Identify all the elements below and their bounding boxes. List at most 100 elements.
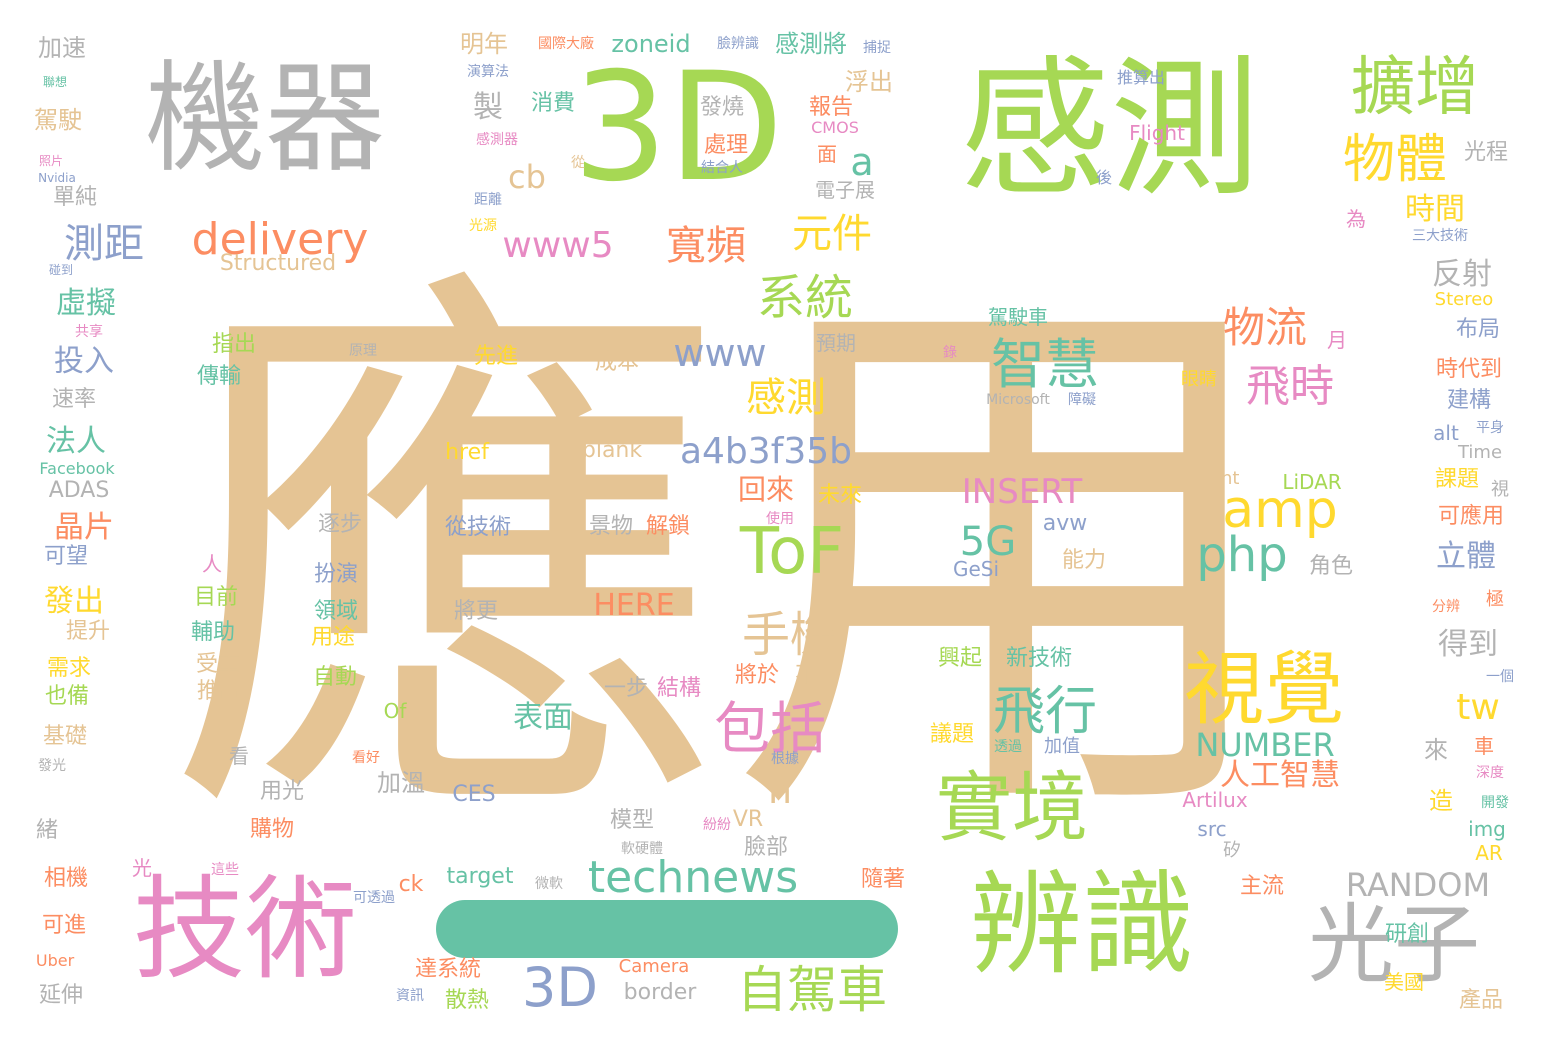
cloud-word: 後 bbox=[1095, 168, 1113, 187]
cloud-word: 晶片 bbox=[54, 510, 114, 545]
cloud-word: 看 bbox=[229, 744, 249, 768]
cloud-word: Time bbox=[1457, 442, 1503, 463]
cloud-word: Light bbox=[1194, 468, 1240, 489]
cloud-word: 透過 bbox=[994, 739, 1022, 755]
cloud-word: a4b3f35b bbox=[679, 431, 853, 472]
cloud-word: 3D bbox=[572, 41, 784, 215]
cloud-word: 加溫 bbox=[377, 769, 425, 797]
cloud-word: 可望 bbox=[43, 544, 89, 569]
cloud-word: 將更 bbox=[453, 599, 499, 624]
cloud-word: 單純 bbox=[52, 185, 98, 210]
cloud-word: 物流 bbox=[1222, 303, 1308, 352]
cloud-word: 一個 bbox=[1486, 669, 1514, 685]
cloud-word: 寬頻 bbox=[666, 223, 746, 269]
cloud-word: 手機 bbox=[741, 607, 839, 663]
cloud-word: 投入 bbox=[54, 344, 114, 379]
cloud-word: img bbox=[1468, 817, 1506, 841]
cloud-word: 飛時 bbox=[1246, 361, 1334, 412]
cloud-word: 微軟 bbox=[535, 876, 563, 892]
cloud-word: 成本 bbox=[594, 350, 640, 375]
cloud-word: 受重 bbox=[195, 652, 241, 677]
cloud-word: target bbox=[446, 864, 514, 889]
cloud-word: 三大技術 bbox=[1412, 228, 1468, 244]
cloud-word: 預期 bbox=[816, 331, 856, 355]
cloud-word: 紛紛 bbox=[703, 817, 731, 833]
cloud-word: 相機 bbox=[43, 866, 89, 891]
cloud-word: 布局 bbox=[1455, 317, 1501, 342]
cloud-word: NUMBER bbox=[1195, 726, 1335, 764]
cloud-word: 法人 bbox=[46, 424, 106, 459]
cloud-word: 人工智慧 bbox=[1220, 758, 1340, 793]
cloud-word: Artilux bbox=[1182, 788, 1248, 812]
cloud-word: 延伸 bbox=[38, 983, 84, 1008]
cloud-word: 錄 bbox=[943, 345, 957, 361]
cloud-word: 深度 bbox=[1476, 765, 1504, 781]
cloud-word: 應用 bbox=[168, 234, 1288, 886]
cloud-word: 先進 bbox=[473, 344, 519, 369]
cloud-word: 未來 bbox=[817, 483, 863, 508]
cloud-word: 逐步 bbox=[317, 512, 363, 537]
cloud-word: 購物 bbox=[249, 817, 295, 842]
cloud-word: 矽 bbox=[1223, 840, 1241, 861]
cloud-word: 時代到 bbox=[1435, 357, 1503, 382]
decorative-bar bbox=[436, 900, 898, 958]
cloud-word: 距離 bbox=[474, 192, 502, 208]
cloud-word: tw bbox=[1456, 687, 1500, 728]
cloud-word: 推算出 bbox=[1116, 68, 1166, 87]
cloud-word: src bbox=[1197, 817, 1227, 841]
cloud-word: 回來 bbox=[737, 473, 795, 506]
cloud-word: Uber bbox=[35, 951, 75, 970]
cloud-word: border bbox=[623, 980, 697, 1005]
cloud-word: 發光 bbox=[38, 758, 66, 774]
cloud-word: 輔助 bbox=[190, 620, 236, 645]
cloud-word: 造 bbox=[1429, 787, 1453, 815]
cloud-word: 模型 bbox=[609, 808, 655, 833]
cloud-word: 擴增 bbox=[1351, 51, 1479, 125]
cloud-word: 電子展 bbox=[815, 178, 875, 202]
cloud-word: 眼睛 bbox=[1181, 369, 1217, 390]
cloud-word: 表面 bbox=[513, 700, 573, 735]
cloud-word: 元件 bbox=[792, 211, 872, 257]
cloud-word: 加值 bbox=[1044, 736, 1080, 757]
cloud-word: 製 bbox=[473, 90, 503, 125]
cloud-word: 智慧 bbox=[991, 333, 1099, 396]
cloud-word: 立體 bbox=[1436, 539, 1496, 574]
cloud-word: AR bbox=[1475, 841, 1503, 865]
cloud-word: 捕捉 bbox=[863, 40, 891, 56]
cloud-word: 研創 bbox=[1384, 922, 1430, 947]
cloud-word: Camera bbox=[618, 956, 690, 977]
cloud-word: 光源 bbox=[469, 218, 497, 234]
cloud-word: 結構 bbox=[656, 676, 702, 701]
cloud-word: 提升 bbox=[65, 619, 111, 644]
cloud-word: 興起 bbox=[937, 646, 983, 671]
cloud-word: 明年 bbox=[460, 30, 508, 58]
cloud-word: 可應用 bbox=[1437, 504, 1505, 529]
cloud-word: 處理 bbox=[703, 133, 749, 158]
cloud-word: php bbox=[1196, 527, 1288, 583]
cloud-word: n bbox=[767, 768, 793, 812]
cloud-word: 得到 bbox=[1438, 627, 1498, 662]
cloud-word: 資訊 bbox=[396, 988, 424, 1004]
cloud-word: technews bbox=[587, 852, 799, 903]
cloud-word: 課題 bbox=[1434, 467, 1480, 492]
cloud-word: Microsoft bbox=[986, 392, 1050, 408]
cloud-word: 光程 bbox=[1463, 140, 1509, 165]
cloud-word: 散熱 bbox=[444, 988, 490, 1013]
cloud-word: 飛行 bbox=[992, 682, 1098, 742]
cloud-word: 分辨 bbox=[1432, 599, 1460, 615]
cloud-word: 國際大廠 bbox=[538, 36, 594, 52]
cloud-word: 這些 bbox=[211, 862, 239, 878]
cloud-word: delivery bbox=[191, 214, 369, 265]
cloud-word: 反射 bbox=[1432, 257, 1492, 292]
cloud-word: RANDOM bbox=[1345, 866, 1491, 904]
cloud-word: 開發 bbox=[1481, 795, 1509, 811]
cloud-word: 一步 bbox=[603, 676, 649, 701]
cloud-word: 隨著 bbox=[860, 867, 906, 892]
cloud-word: 加速 bbox=[38, 34, 86, 62]
cloud-word: CES bbox=[452, 782, 496, 807]
cloud-word: 系統 bbox=[756, 270, 854, 326]
cloud-word: ADAS bbox=[48, 478, 110, 503]
cloud-word: 緒 bbox=[35, 818, 59, 843]
cloud-word: www bbox=[673, 331, 767, 375]
